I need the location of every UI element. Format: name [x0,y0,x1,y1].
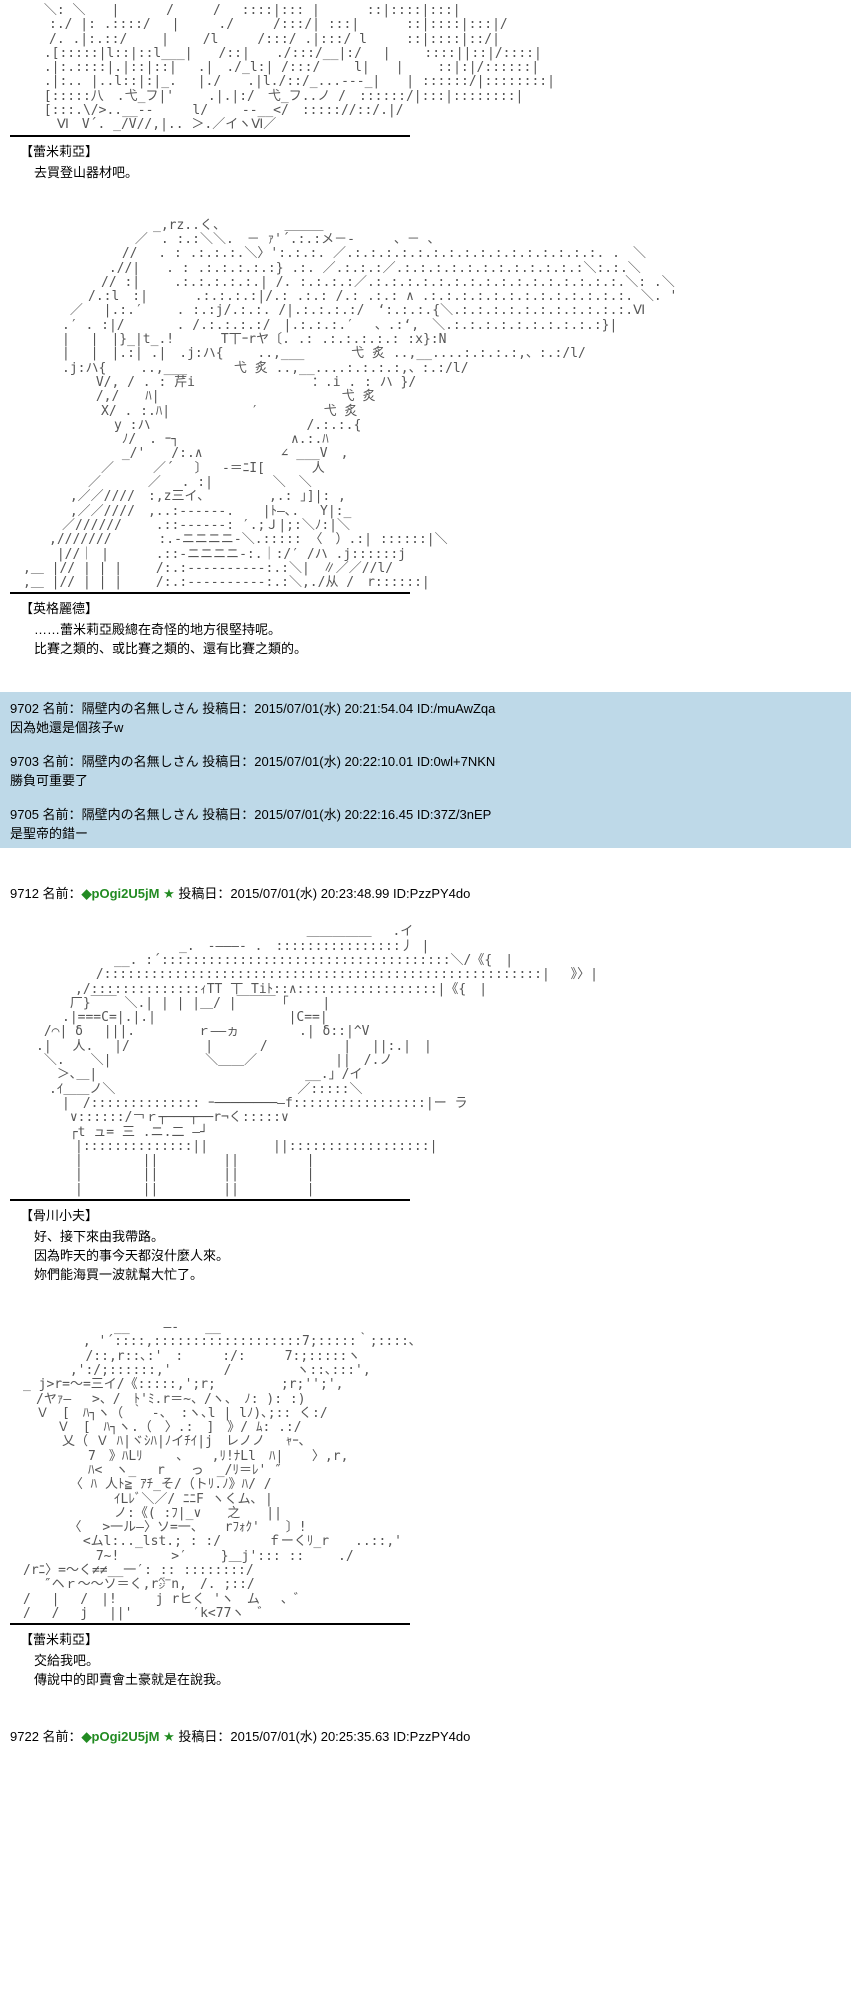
trip-post-header: 9712 名前：◆pOgi2U5jM ★ 投稿日：2015/07/01(水) 2… [0,879,851,906]
story-block-3: ＿＿＿＿＿ .イ _. -―――- . ::::::::::::::::丿 | … [0,921,851,1287]
tripcode: ◆pOgi2U5jM [82,886,160,901]
reply-highlight-group: 9702 名前：隔壁内の名無しさん 投稿日：2015/07/01(水) 20:2… [0,692,851,848]
dialogue-line: 妳們能海買一波就幫大忙了。 [34,1264,841,1283]
post-date: 2015/07/01(水) 20:21:54.04 [254,701,413,716]
post-id: PzzPY4do [410,886,471,901]
character-name: 【英格麗德】 [20,598,841,617]
reply-post: 9702 名前：隔壁内の名無しさん 投稿日：2015/07/01(水) 20:2… [10,698,841,736]
story-block-4: __ ―‐ __ , '´::::,:::::::::::::::::::7;:… [0,1317,851,1692]
post-date: 2015/07/01(水) 20:22:16.45 [254,807,413,822]
story-block-2: _,rz..く、 ＿＿＿ ／ . :.:＼＼. － ｧ'´.:.:メ－- 、－ … [0,215,851,662]
divider [10,592,410,594]
ascii-art-1: ＼: ＼ | / / ::::|::: | ::|::::|:::| :./ |… [10,4,841,133]
date-prefix: 投稿日： [202,701,254,716]
tripcode: ◆pOgi2U5jM [82,1729,160,1744]
reply-body: 因為她還是個孩子w [10,717,841,736]
name-prefix: 名前： [43,754,82,769]
dialogue-line: 傳說中的即賣會土豪就是在說我。 [34,1669,841,1688]
divider [10,1623,410,1625]
post-number: 9702 [10,701,39,716]
reply-post: 9703 名前：隔壁内の名無しさん 投稿日：2015/07/01(水) 20:2… [10,751,841,789]
id-prefix: ID: [417,701,434,716]
reply-body: 勝負可重要了 [10,770,841,789]
post-number: 9703 [10,754,39,769]
date-prefix: 投稿日： [178,1729,230,1744]
id-prefix: ID: [393,1729,410,1744]
post-id: 0wl+7NKN [433,754,495,769]
post-number: 9705 [10,807,39,822]
divider [10,135,410,137]
post-date: 2015/07/01(水) 20:23:48.99 [230,886,389,901]
post-id: 37Z/3nEP [433,807,491,822]
name-prefix: 名前： [43,807,82,822]
id-prefix: ID: [393,886,410,901]
reply-post: 9705 名前：隔壁内の名無しさん 投稿日：2015/07/01(水) 20:2… [10,804,841,842]
id-prefix: ID: [417,754,434,769]
trip-post-header: 9722 名前：◆pOgi2U5jM ★ 投稿日：2015/07/01(水) 2… [0,1722,851,1749]
tripcode-link[interactable]: ◆pOgi2U5jM [82,1729,160,1744]
star-icon: ★ [163,1729,175,1744]
dialogue-line: 因為昨天的事今天都沒什麼人來。 [34,1245,841,1264]
post-date: 2015/07/01(水) 20:22:10.01 [254,754,413,769]
id-prefix: ID: [417,807,434,822]
dialogue-line: 好、接下來由我帶路。 [34,1226,841,1245]
post-id: PzzPY4do [410,1729,471,1744]
date-prefix: 投稿日： [202,754,254,769]
post-id: /muAwZqa [433,701,495,716]
character-name: 【蕾米莉亞】 [20,141,841,160]
name-prefix: 名前： [43,701,82,716]
poster-name: 隔壁内の名無しさん [82,807,199,822]
story-block-1: ＼: ＼ | / / ::::|::: | ::|::::|:::| :./ |… [0,0,851,185]
ascii-art-3: ＿＿＿＿＿ .イ _. -―――- . ::::::::::::::::丿 | … [10,925,841,1197]
star-icon: ★ [163,886,175,901]
reply-body: 是聖帝的錯ー [10,823,841,842]
poster-name: 隔壁内の名無しさん [82,754,199,769]
dialogue-line: 去買登山器材吧。 [34,162,841,181]
divider [10,1199,410,1201]
date-prefix: 投稿日： [178,886,230,901]
post-date: 2015/07/01(水) 20:25:35.63 [230,1729,389,1744]
post-number: 9722 [10,1729,39,1744]
character-name: 【骨川小夫】 [20,1205,841,1224]
ascii-art-2: _,rz..く、 ＿＿＿ ／ . :.:＼＼. － ｧ'´.:.:メ－- 、－ … [10,219,841,591]
dialogue-line: 比賽之類的、或比賽之類的、還有比賽之類的。 [34,638,841,657]
name-prefix: 名前： [43,886,82,901]
dialogue-line: 交給我吧。 [34,1650,841,1669]
date-prefix: 投稿日： [202,807,254,822]
tripcode-link[interactable]: ◆pOgi2U5jM [82,886,160,901]
poster-name: 隔壁内の名無しさん [82,701,199,716]
post-number: 9712 [10,886,39,901]
dialogue-line: ……蕾米莉亞殿總在奇怪的地方很堅持呢。 [34,619,841,638]
ascii-art-4: __ ―‐ __ , '´::::,:::::::::::::::::::7;:… [10,1321,841,1621]
name-prefix: 名前： [43,1729,82,1744]
character-name: 【蕾米莉亞】 [20,1629,841,1648]
